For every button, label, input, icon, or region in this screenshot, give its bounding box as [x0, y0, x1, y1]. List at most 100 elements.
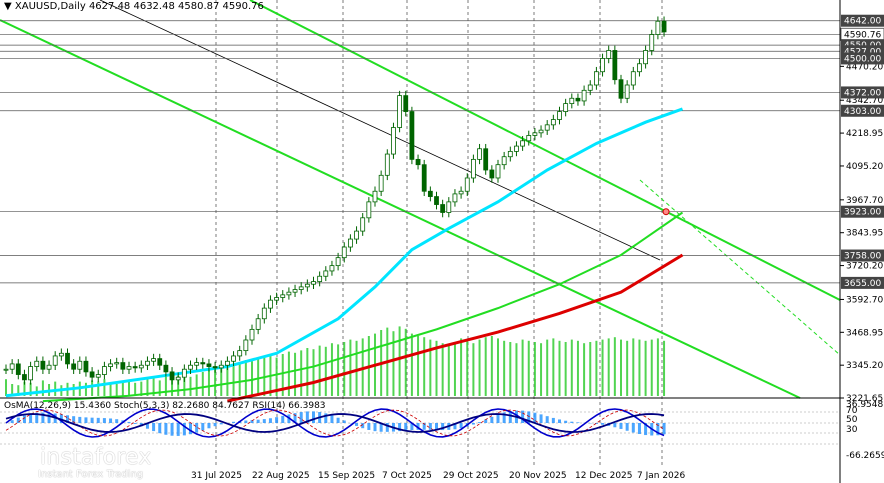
osma-bar [564, 420, 568, 423]
volume-bar [103, 379, 106, 396]
price-tick-label: 4095.20 [846, 162, 883, 172]
osma-bar [631, 423, 635, 433]
trend-lines [0, 0, 841, 399]
osma-bar [213, 423, 217, 427]
osma-bar [256, 419, 260, 423]
osma-bar [385, 423, 389, 432]
candle-body [9, 363, 15, 370]
volume-bar [171, 374, 174, 396]
candle-body [378, 174, 384, 192]
candle-body [458, 190, 464, 195]
volume-bar [41, 380, 44, 396]
candle-body [606, 50, 612, 59]
volume-bar [441, 343, 444, 396]
volume-bar [158, 380, 161, 396]
candle-body [95, 374, 101, 378]
level-badge [841, 249, 884, 262]
candle-body [501, 156, 507, 166]
candle-body [188, 364, 193, 370]
volume-bar [484, 337, 487, 396]
level-badge-label: 3655.00 [844, 279, 881, 289]
osma-bar [533, 412, 537, 423]
osma-bar [428, 423, 432, 430]
osma-bar [109, 418, 113, 423]
candle-body [268, 299, 273, 309]
volume-bar [195, 374, 198, 396]
candle-body [274, 297, 280, 301]
level-badge [841, 205, 884, 218]
candle-body [440, 204, 446, 213]
volume-bar [540, 343, 543, 396]
candle-body [624, 84, 630, 99]
level-badge [841, 14, 884, 27]
osma-bar [478, 422, 482, 423]
candle-body [637, 63, 642, 73]
volume-bar [613, 337, 616, 396]
osma-bar [16, 417, 20, 423]
osma-bar [662, 423, 666, 435]
osma-bar [305, 411, 309, 423]
volume-bar [318, 345, 321, 396]
osma-bar [539, 414, 543, 423]
candles [3, 16, 667, 385]
volume-bar [134, 382, 137, 396]
level-badge-label: 4527.00 [844, 47, 881, 57]
volume-bar [644, 340, 647, 396]
candle-body [477, 148, 482, 160]
osma-bar [78, 416, 82, 423]
osma-bar [502, 412, 506, 423]
price-plot [0, 0, 841, 403]
channel-mid-dashed [639, 179, 841, 356]
osma-bar [66, 415, 69, 423]
candle-body [581, 89, 587, 102]
watermark: instaforex Instant Forex Trading [2, 445, 192, 481]
candle-body [102, 366, 107, 375]
candle-body [46, 364, 52, 370]
osma-bar [484, 419, 488, 423]
osma-bar [594, 423, 598, 424]
watermark-brand: instaforex [40, 445, 152, 470]
volume-bar [576, 340, 579, 396]
volume-bar [398, 326, 401, 396]
candle-body [489, 169, 495, 179]
crossover-marker [662, 208, 670, 216]
price-tick-label: 3720.20 [846, 262, 883, 272]
osma-bar [115, 419, 119, 423]
time-axis: 31 Jul 2025 22 Aug 2025 15 Sep 2025 7 Oct 2… [191, 471, 685, 481]
volume-bar [5, 379, 7, 396]
ma-green-line [42, 211, 684, 403]
candle-body [151, 358, 157, 362]
volume-bar [201, 372, 204, 396]
osma-bar [262, 419, 266, 423]
candle-body [600, 58, 605, 73]
level-badge [841, 52, 884, 65]
volume-bar [527, 340, 530, 396]
trend-line [99, 0, 661, 261]
volume-bar [294, 352, 297, 396]
candle-body [286, 291, 292, 296]
osma-bar [570, 421, 574, 423]
osma-bar [459, 423, 463, 429]
volume-bar [453, 342, 456, 396]
channel-lower-line [0, 19, 801, 399]
candle-body [384, 153, 390, 176]
osma-bar [299, 412, 303, 423]
candle-body [77, 360, 83, 370]
candle-body [360, 217, 366, 232]
stoch-main-line [5, 408, 665, 438]
candle-body [311, 281, 316, 285]
candle-body [194, 362, 200, 366]
candle-body [292, 289, 298, 293]
candle-body [470, 158, 476, 179]
osma-bar [22, 415, 26, 423]
candle-body [563, 103, 569, 112]
osma-bar [330, 415, 334, 423]
osma-bar [435, 423, 438, 431]
time-tick-label: 12 Dec 2025 [575, 471, 633, 481]
volume-bar [509, 342, 512, 396]
candle-body [231, 355, 236, 362]
level-badge [841, 276, 884, 289]
candle-body [132, 366, 138, 369]
candle-body [71, 363, 77, 370]
candle-body [427, 190, 433, 197]
